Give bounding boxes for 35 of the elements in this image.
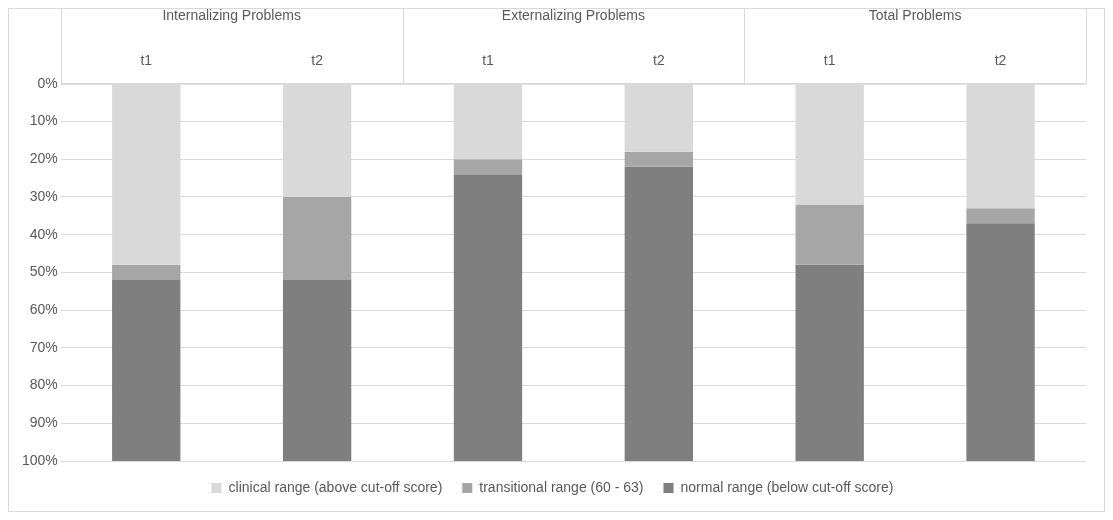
- y-tick-label: 50%: [29, 263, 58, 280]
- y-tick-label: 40%: [29, 225, 58, 242]
- bar: [966, 223, 1035, 461]
- bar: [624, 166, 694, 461]
- y-tick-label: 90%: [29, 414, 58, 431]
- bar: [112, 264, 181, 280]
- bar: [112, 279, 181, 461]
- y-tick-label: 30%: [29, 187, 58, 204]
- bar: [282, 196, 352, 280]
- legend-label: clinical range (above cut-off score): [228, 478, 443, 495]
- legend-label: normal range (below cut-off score): [680, 478, 894, 495]
- x-tick-label: t1: [140, 52, 153, 69]
- x-tick-label: t2: [311, 52, 324, 69]
- text: Total Problems: [868, 6, 962, 23]
- y-tick-label: 80%: [29, 376, 58, 393]
- y-tick-label: 10%: [29, 112, 58, 129]
- bar: [453, 174, 523, 461]
- bar: [282, 279, 352, 461]
- text: Externalizing Problems: [501, 6, 645, 23]
- text: Internalizing Problems: [162, 6, 301, 23]
- y-tick-label: 0%: [37, 74, 58, 91]
- x-tick-label: t2: [994, 52, 1007, 69]
- y-tick-label: 70%: [29, 338, 58, 355]
- x-tick-label: t2: [652, 52, 665, 69]
- bar: [453, 159, 523, 175]
- bar: [966, 208, 1035, 224]
- legend-label: transitional range (60 - 63): [479, 478, 644, 495]
- bar: [795, 204, 864, 265]
- x-tick-label: t1: [482, 52, 495, 69]
- y-tick-label: 60%: [29, 300, 58, 317]
- x-tick-label: t1: [823, 52, 836, 69]
- bar: [624, 151, 694, 167]
- y-tick-label: 20%: [29, 150, 58, 167]
- y-tick-label: 100%: [21, 451, 58, 468]
- bar: [795, 264, 864, 461]
